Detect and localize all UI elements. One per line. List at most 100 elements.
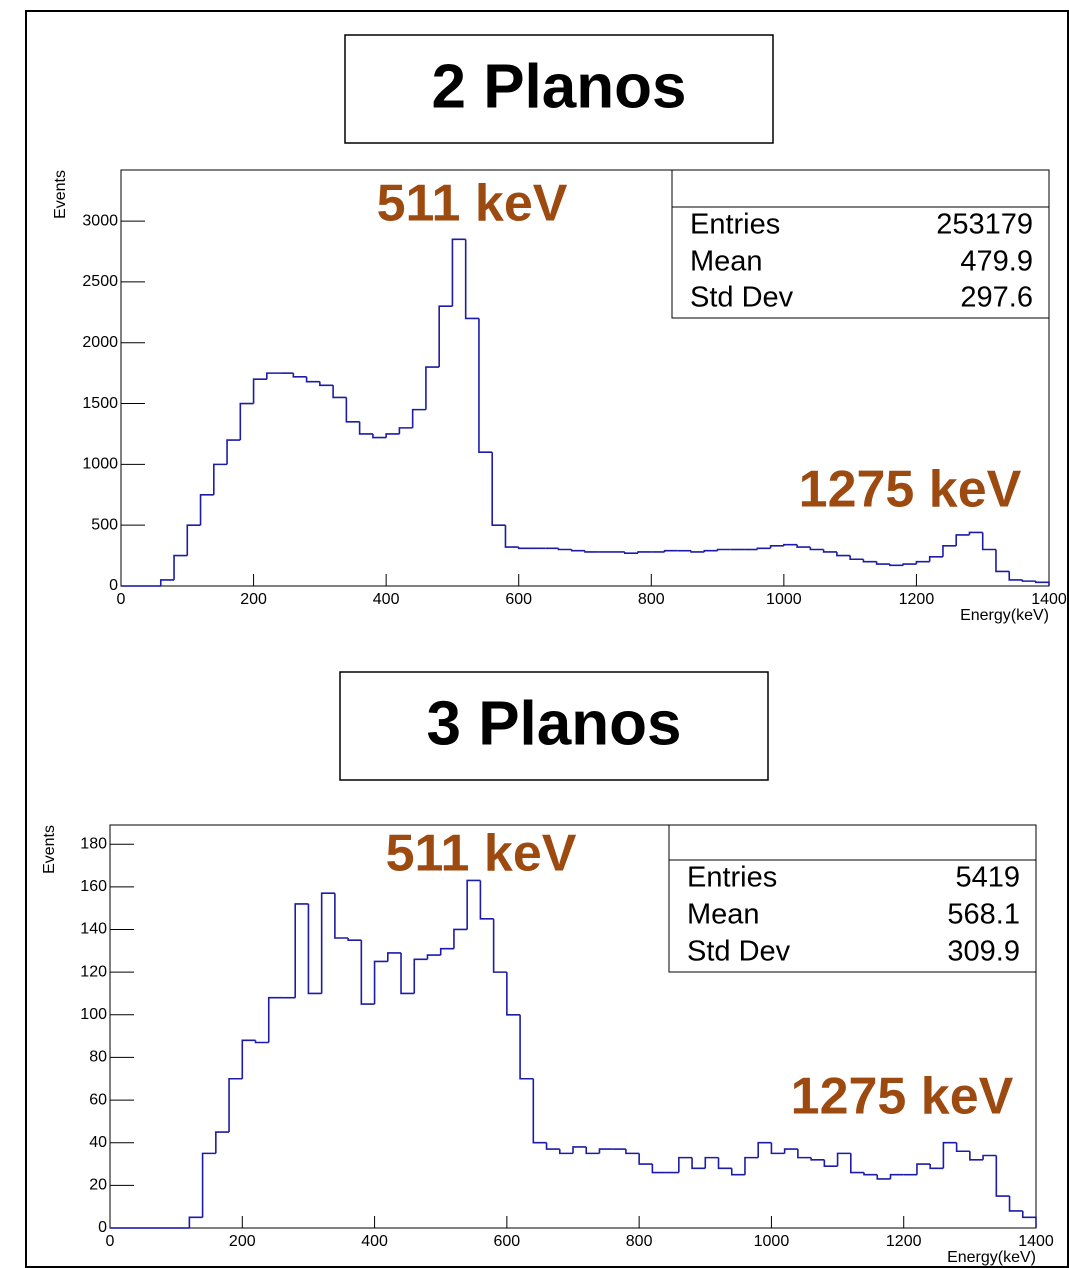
histogram-bin xyxy=(426,954,441,960)
histogram-bin xyxy=(545,1142,560,1150)
histogram-bin xyxy=(969,1151,984,1161)
histogram-bin xyxy=(915,560,930,565)
histogram-bin xyxy=(398,427,413,434)
y-tick-label: 120 xyxy=(80,963,107,980)
histogram-bin xyxy=(1008,571,1023,581)
y-tick-label: 1500 xyxy=(82,395,118,412)
histogram-bin xyxy=(438,305,453,368)
histogram-bin xyxy=(703,549,718,552)
histogram-bin xyxy=(1008,1196,1023,1212)
stats-box xyxy=(671,169,1050,319)
histogram-bin xyxy=(188,1216,203,1228)
y-tick-label: 1000 xyxy=(82,456,118,473)
x-tick-label: 1000 xyxy=(754,1233,790,1250)
histogram-bin xyxy=(690,550,705,553)
histogram-bin xyxy=(213,463,228,495)
y-tick-label: 0 xyxy=(98,1219,107,1236)
chart-title: 2 Planos xyxy=(432,52,687,121)
histogram-bin xyxy=(850,1153,865,1174)
histogram-bin xyxy=(201,1152,216,1218)
histogram-bin xyxy=(558,1149,573,1155)
histogram-bin xyxy=(464,239,479,320)
histogram-bin xyxy=(717,1157,732,1170)
histogram-bin xyxy=(411,408,426,428)
y-tick-label: 40 xyxy=(89,1134,107,1151)
histogram-bin xyxy=(982,1154,997,1160)
x-tick-label: 0 xyxy=(117,591,126,608)
histogram-bin xyxy=(769,545,784,549)
histogram-bin xyxy=(1021,1210,1037,1228)
y-axis-label: Events xyxy=(52,170,69,219)
histogram-bin xyxy=(651,1164,666,1174)
peak-annotation: 511 keV xyxy=(386,825,577,883)
stats-label: Mean xyxy=(687,899,760,931)
histogram-bin xyxy=(334,893,349,939)
histogram-bin xyxy=(756,547,771,550)
histogram-bin xyxy=(796,544,811,548)
histogram-bin xyxy=(345,397,360,423)
histogram-bin xyxy=(968,531,983,535)
histogram-bin xyxy=(730,1168,745,1176)
histogram-bin xyxy=(294,903,309,998)
histogram-bin xyxy=(360,940,375,1005)
histogram-bin xyxy=(942,545,957,557)
histogram-bin xyxy=(783,543,798,546)
histogram-bin xyxy=(373,960,388,1005)
histogram-bin xyxy=(492,918,507,973)
histogram-bin xyxy=(638,1153,653,1165)
histogram-bin xyxy=(385,433,400,438)
histogram-bin xyxy=(585,1146,600,1155)
histogram-bin xyxy=(215,1131,230,1154)
histogram-bin xyxy=(889,1173,904,1179)
y-tick-label: 0 xyxy=(109,577,118,594)
stats-value: 309.9 xyxy=(947,936,1020,968)
histogram-bin xyxy=(691,1157,706,1170)
histogram-bin xyxy=(439,947,454,956)
histogram-bin xyxy=(519,1014,534,1080)
x-axis-label: Energy(keV) xyxy=(960,607,1049,624)
histogram-bin xyxy=(226,439,241,465)
stats-value: 297.6 xyxy=(960,282,1033,314)
histogram-bin xyxy=(413,958,428,994)
histogram-bin xyxy=(876,1174,891,1180)
histogram-bin xyxy=(797,1149,812,1159)
stats-label: Entries xyxy=(687,862,777,894)
stats-label: Entries xyxy=(690,209,780,241)
x-tick-label: 1000 xyxy=(766,591,802,608)
x-tick-label: 800 xyxy=(626,1233,653,1250)
x-tick-label: 1200 xyxy=(899,591,935,608)
histogram-bin xyxy=(916,1163,931,1175)
histogram-bin xyxy=(584,550,599,553)
x-tick-label: 1400 xyxy=(1018,1233,1054,1250)
histogram-bin xyxy=(929,1164,944,1170)
x-tick-label: 200 xyxy=(240,591,267,608)
histogram-bin xyxy=(267,996,282,1043)
histogram-bin xyxy=(266,372,281,380)
peak-annotation: 1275 keV xyxy=(799,461,1022,519)
histogram-bin xyxy=(955,534,970,546)
histogram-bin xyxy=(532,1078,547,1144)
histogram-bin xyxy=(292,373,307,378)
histogram-bin xyxy=(307,903,322,995)
histogram-bin xyxy=(744,1156,759,1175)
histogram-bin xyxy=(810,1157,825,1161)
histogram-bin xyxy=(637,551,652,554)
outer-frame xyxy=(25,10,1069,1268)
histogram-bin xyxy=(252,378,267,404)
x-tick-label: 200 xyxy=(229,1233,256,1250)
histogram-bin xyxy=(517,547,532,550)
histogram-bin xyxy=(159,579,175,586)
stats-value: 253179 xyxy=(936,209,1033,241)
x-tick-label: 600 xyxy=(494,1233,521,1250)
histogram-bin xyxy=(332,385,347,399)
histogram-bin xyxy=(928,556,943,562)
histogram-bin xyxy=(704,1156,719,1169)
x-tick-label: 400 xyxy=(373,591,400,608)
histogram-bin xyxy=(981,532,996,551)
histogram-bin xyxy=(557,548,572,551)
x-tick-label: 400 xyxy=(361,1233,388,1250)
stats-label: Mean xyxy=(690,246,763,278)
chart-title: 3 Planos xyxy=(427,689,682,758)
y-tick-label: 20 xyxy=(89,1177,107,1194)
